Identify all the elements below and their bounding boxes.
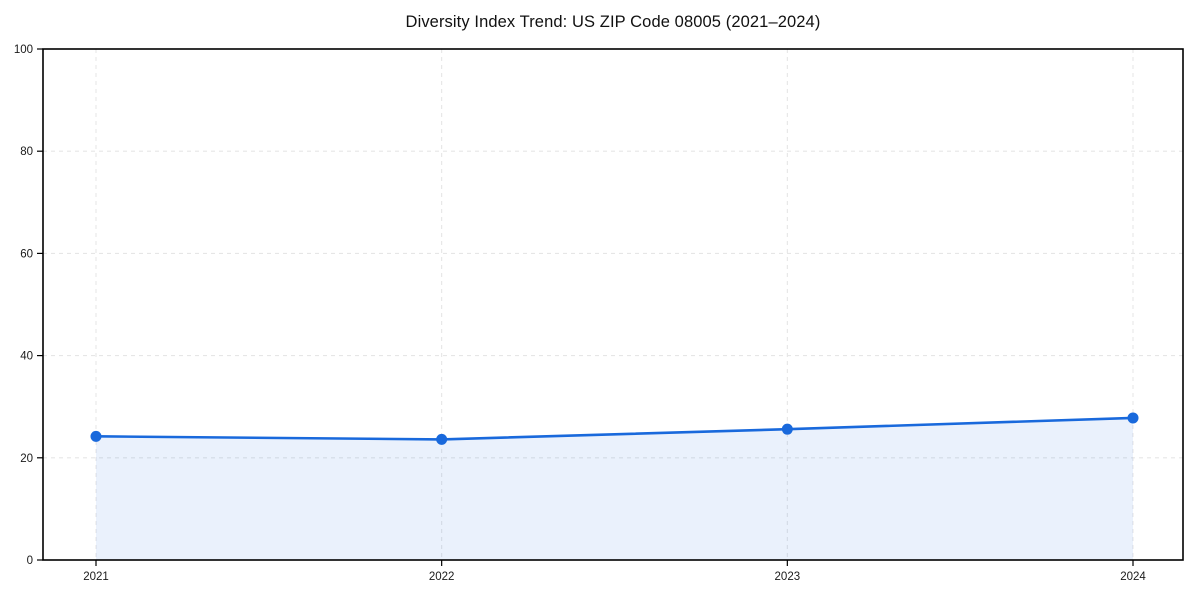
y-tick-label-60: 60 (20, 248, 33, 260)
y-tick-label-20: 20 (20, 453, 33, 465)
x-tick-label-2023: 2023 (775, 571, 801, 583)
data-point-2022 (436, 433, 448, 445)
x-tick-label-2024: 2024 (1120, 571, 1146, 583)
y-tick-label-0: 0 (27, 555, 33, 567)
x-tick-label-2021: 2021 (83, 571, 109, 583)
y-tick-label-100: 100 (14, 44, 33, 56)
plot-border (42, 48, 1184, 561)
data-point-2023 (781, 423, 793, 435)
y-tick-label-80: 80 (20, 146, 33, 158)
data-point-2024 (1127, 412, 1139, 424)
y-tick-label-40: 40 (20, 351, 33, 363)
trend-line (94, 416, 1135, 441)
data-point-2021 (90, 430, 102, 442)
area-fill (96, 417, 1133, 560)
x-tick-label-2022: 2022 (429, 571, 455, 583)
